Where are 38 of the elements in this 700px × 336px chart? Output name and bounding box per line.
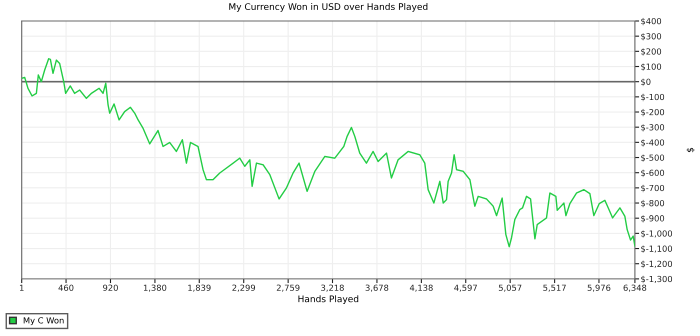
x-tick-label: 1,380 xyxy=(144,284,166,292)
y-tick-label: $-500 xyxy=(641,154,664,162)
x-tick-label: 1,839 xyxy=(188,284,211,292)
x-tick-label: 920 xyxy=(103,284,118,291)
y-tick-label: $-1,100 xyxy=(641,245,672,253)
y-tick-label: $-1,000 xyxy=(641,230,672,238)
x-axis-title: Hands Played xyxy=(298,295,358,304)
x-tick-label: 5,976 xyxy=(588,284,610,292)
x-tick-label: 460 xyxy=(58,284,74,291)
x-tick-label: 5,517 xyxy=(543,284,566,292)
y-tick-label: $-200 xyxy=(641,108,664,116)
y-tick-label: $400 xyxy=(641,18,662,26)
chart-title: My Currency Won in USD over Hands Played xyxy=(229,3,428,12)
x-tick-label: 4,138 xyxy=(410,284,433,292)
x-tick-label: 5,057 xyxy=(498,284,522,292)
x-tick-label: 3,678 xyxy=(366,284,388,292)
y-tick-label: $-400 xyxy=(641,139,664,147)
x-tick-label: 6,348 xyxy=(624,284,646,292)
y-tick-label: $100 xyxy=(641,63,662,71)
x-tick-label: 2,299 xyxy=(232,284,256,292)
y-tick-label: $-300 xyxy=(641,124,664,132)
line-series xyxy=(22,58,635,248)
y-tick-label: $-800 xyxy=(641,200,664,208)
y-tick-label: $-600 xyxy=(641,170,664,178)
y-tick-label: $200 xyxy=(641,48,662,56)
y-tick-label: $-1,200 xyxy=(641,260,672,268)
y-axis-title: $ xyxy=(686,148,695,152)
x-tick-label: 3,218 xyxy=(321,284,344,292)
x-tick-label: 2,759 xyxy=(276,284,300,292)
y-tick-label: $-100 xyxy=(641,94,664,102)
y-tick-label: $300 xyxy=(641,33,662,41)
y-tick-label: $0 xyxy=(641,78,651,86)
x-tick-label: 4,597 xyxy=(454,284,477,292)
y-tick-label: $-700 xyxy=(641,184,664,192)
legend-label: My C Won xyxy=(24,317,64,326)
y-tick-label: $-1,300 xyxy=(641,276,672,284)
x-tick-label: 1 xyxy=(20,284,24,291)
y-tick-label: $-900 xyxy=(641,215,664,223)
